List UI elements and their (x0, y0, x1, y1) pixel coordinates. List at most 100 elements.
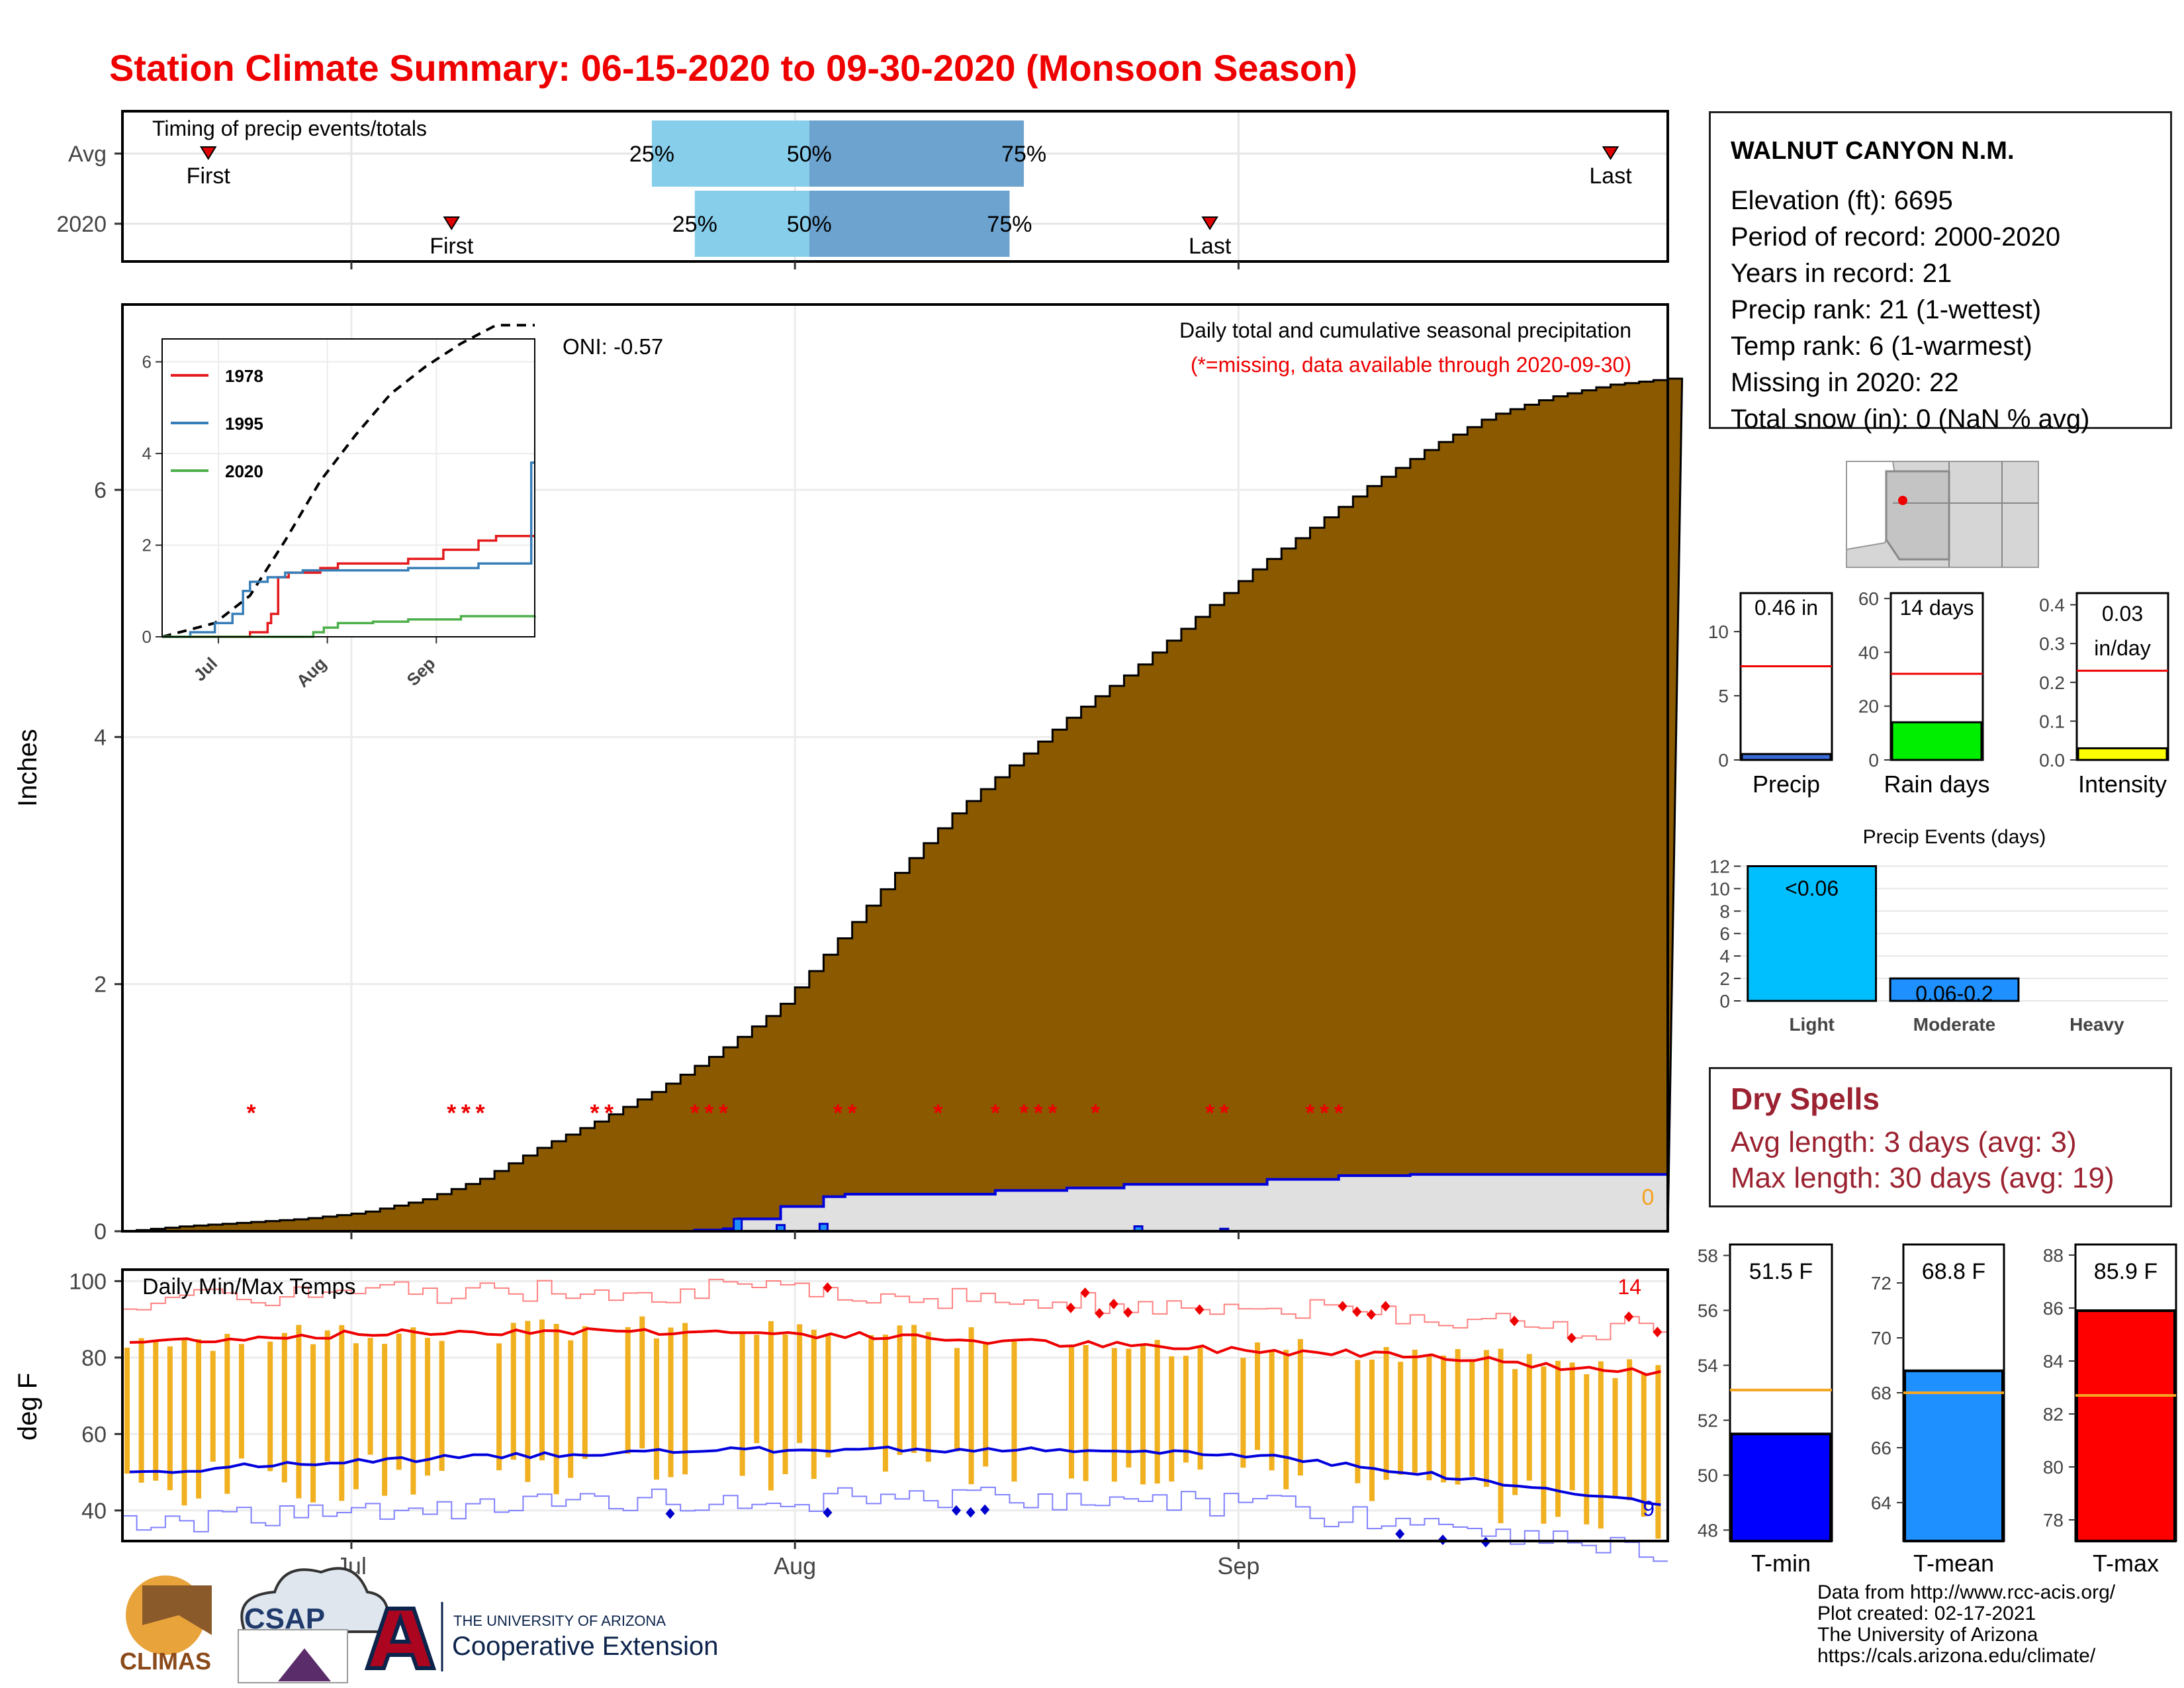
cum-missing-mark: * (848, 1099, 857, 1126)
cum-missing-mark: * (1048, 1099, 1057, 1126)
temps-y-tick-label: 40 (81, 1499, 107, 1524)
temps-count-hot: 14 (1617, 1275, 1641, 1299)
station-name: WALNUT CANYON N.M. (1731, 137, 2015, 165)
cum-missing-mark: * (933, 1099, 942, 1126)
pbar-value-bar (1891, 721, 1983, 761)
tbar-name: T-min (1751, 1550, 1811, 1577)
cum-missing-mark: * (604, 1099, 614, 1126)
timing-row-label: Avg (68, 142, 107, 167)
temps-avg-high (129, 1327, 1661, 1376)
timing-label-75: 75% (1001, 142, 1046, 167)
temps-daily-range (1383, 1346, 1389, 1480)
events-bar (1889, 977, 2020, 1002)
cum-y-tick-label: 6 (94, 478, 107, 503)
pbar-frame (1739, 592, 1833, 761)
temps-record-high-mark (1653, 1327, 1662, 1338)
temps-daily-range (983, 1342, 989, 1467)
tbar-value-bar (2075, 1309, 2176, 1542)
temps-daily-range (1083, 1344, 1089, 1481)
temps-daily-range (210, 1350, 216, 1462)
pbar-y-tick-label: 60 (1858, 588, 1879, 609)
temps-daily-range (768, 1321, 774, 1491)
temps-daily-range (1441, 1355, 1447, 1483)
cum-missing-mark: * (1334, 1099, 1343, 1126)
cum-missing-mark: * (1034, 1099, 1043, 1126)
credit-plot-created: Plot created: 02-17-2021 (1817, 1603, 2036, 1624)
pbar-name: Rain days (1884, 771, 1989, 798)
cum-missing-mark: * (476, 1099, 485, 1126)
cum-y-tick-label: 2 (94, 972, 107, 998)
temps-daily-range (353, 1343, 359, 1489)
temps-daily-range (153, 1341, 159, 1481)
cum-avg-area (122, 377, 1684, 1233)
temps-count-cold: 9 (1643, 1497, 1655, 1521)
temps-daily-range (797, 1324, 803, 1443)
cum-missing-mark: * (991, 1099, 1000, 1126)
cum-2020-line (122, 1173, 1668, 1233)
climas-logo-mesa (142, 1585, 212, 1635)
timing-label-75: 75% (987, 212, 1032, 237)
temps-record-low-mark (951, 1505, 961, 1516)
temps-daily-range (1483, 1350, 1489, 1487)
precip-bars-panel: 0.46 in 0 5 10 Precip 14 days 0 20 40 60 Rain days… (1708, 588, 2169, 798)
timing-label-first: First (187, 164, 231, 189)
temps-daily-range (1498, 1348, 1504, 1524)
cum-missing-mark: * (1220, 1099, 1229, 1126)
cum-daily-bar (733, 1217, 743, 1233)
ua-logo-line2: Cooperative Extension (452, 1632, 718, 1661)
tbar-y-tick-label: 52 (1698, 1410, 1718, 1430)
pbar-y-tick-label: 0.4 (2039, 595, 2065, 616)
temps-daily-range (281, 1333, 287, 1483)
temps-daily-range (1169, 1356, 1175, 1482)
temps-record-high-mark (1338, 1301, 1347, 1312)
temps-daily-range (1612, 1378, 1618, 1497)
temps-record-high-mark (1195, 1304, 1205, 1315)
temps-daily-range (1154, 1340, 1160, 1484)
timing-bar-25-50 (651, 120, 809, 187)
timing-marker-last (1602, 146, 1619, 160)
temps-daily-range (1469, 1360, 1475, 1477)
tbar-y-tick-label: 66 (1871, 1438, 1891, 1458)
temps-daily-range (1126, 1348, 1132, 1468)
temps-daily-range (1627, 1359, 1633, 1501)
temps-daily-range (510, 1323, 516, 1460)
events-y-tick-label: 6 (1719, 923, 1730, 944)
timing-label-50: 50% (787, 212, 832, 237)
temps-record-high-mark (1066, 1302, 1075, 1313)
temps-daily-range (310, 1344, 316, 1503)
temps-daily-range (196, 1339, 202, 1499)
inset-series-2020 (162, 615, 536, 638)
tbar-y-tick-label: 56 (1698, 1301, 1718, 1321)
tbar-value-bar (1730, 1432, 1832, 1542)
dry-spells-avg: Avg length: 3 days (avg: 3) (1731, 1126, 2077, 1158)
temps-daily-range (1569, 1362, 1575, 1491)
cum-missing-mark: * (1305, 1099, 1314, 1126)
temps-daily-range (925, 1332, 931, 1462)
credit-data-source: Data from http://www.rcc-acis.org/ (1817, 1581, 2116, 1603)
temps-daily-range (267, 1341, 273, 1472)
cum-missing-mark: * (719, 1099, 728, 1126)
tbar-y-tick-label: 80 (2043, 1457, 2064, 1477)
temps-y-tick-label: 80 (81, 1346, 107, 1371)
inset-y-tick-label: 0 (142, 627, 152, 647)
events-y-tick-label: 0 (1719, 991, 1730, 1011)
temps-daily-range (525, 1321, 531, 1482)
temps-daily-range (1255, 1342, 1261, 1450)
dry-spells-max: Max length: 30 days (avg: 19) (1731, 1162, 2115, 1194)
temps-record-high-mark (1510, 1315, 1520, 1327)
temps-record-high-mark (1624, 1311, 1634, 1323)
temps-daily-range (296, 1325, 302, 1499)
inset-y-tick-label: 6 (142, 352, 152, 372)
cum-y-tick-label: 0 (94, 1219, 107, 1244)
tbar-value-label: 51.5 F (1749, 1259, 1813, 1284)
events-category-label: Heavy (2070, 1014, 2124, 1035)
tbar-y-tick-label: 86 (2043, 1298, 2064, 1319)
temps-daily-range (410, 1327, 416, 1495)
temps-daily-range (1283, 1350, 1289, 1489)
timing-marker-first (443, 216, 461, 230)
pbar-value-bar (2077, 747, 2168, 761)
timing-bar-25-50 (694, 191, 809, 257)
temps-daily-range (897, 1325, 903, 1455)
pbar-value-label: 14 days (1899, 596, 1974, 620)
